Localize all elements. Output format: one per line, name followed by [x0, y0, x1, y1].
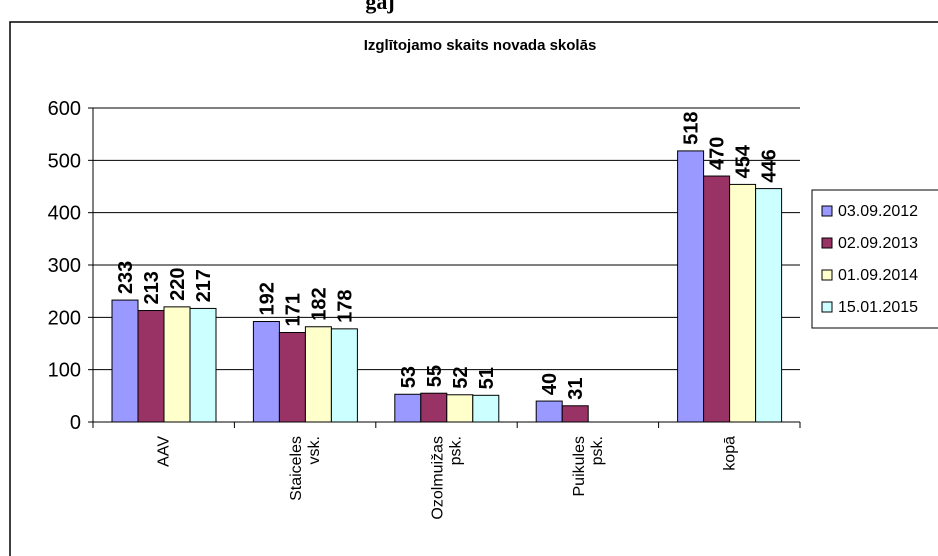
data-label: 55: [424, 365, 446, 387]
category-label: psk.: [448, 436, 465, 465]
legend-entry: 15.01.2015: [838, 299, 918, 316]
legend-entry: 02.09.2013: [838, 235, 918, 252]
category-label: Ozolmuižas: [430, 436, 447, 520]
y-tick-label: 0: [70, 412, 81, 434]
legend-swatch: [821, 205, 833, 217]
bar: [729, 183, 757, 423]
legend-entry: 03.09.2012: [838, 203, 918, 220]
legend-swatch: [821, 301, 833, 313]
bar: [394, 393, 422, 423]
data-label: 178: [334, 289, 356, 322]
bar: [189, 307, 217, 423]
bar: [304, 326, 332, 423]
legend-swatch: [821, 269, 833, 281]
bar: [446, 394, 474, 423]
bar: [472, 394, 500, 423]
category-label: Staiceles: [288, 436, 305, 501]
data-label: 446: [759, 149, 781, 182]
y-tick-label: 500: [48, 150, 81, 172]
data-label: 217: [193, 269, 215, 302]
bar: [677, 150, 705, 423]
category-label: kopā: [721, 436, 738, 471]
data-label: 182: [308, 287, 330, 320]
data-label: 53: [398, 366, 420, 388]
bar: [561, 405, 589, 423]
bar: [330, 328, 358, 423]
data-label: 470: [707, 137, 729, 170]
bar: [420, 392, 448, 423]
data-label: 40: [539, 373, 561, 395]
data-label: 220: [167, 267, 189, 300]
bar: [111, 299, 139, 423]
y-tick-label: 200: [48, 307, 81, 329]
y-tick-label: 400: [48, 203, 81, 225]
chart-border: [9, 21, 938, 556]
bar: [703, 175, 731, 423]
data-label: 518: [681, 112, 703, 145]
legend-swatch: [821, 237, 833, 249]
category-label: Puikules: [571, 436, 588, 496]
y-tick-label: 600: [48, 98, 81, 120]
category-label: psk.: [589, 436, 606, 465]
data-label: 192: [256, 282, 278, 315]
y-tick-label: 100: [48, 360, 81, 382]
data-label: 52: [450, 367, 472, 389]
bar: [137, 310, 165, 423]
category-label: vsk.: [306, 436, 323, 464]
data-label: 171: [282, 293, 304, 326]
bar: [163, 306, 191, 423]
bar: [755, 188, 783, 423]
chart-title: Izglītojamo skaits novada skolās: [364, 37, 597, 54]
header-text: gaj: [365, 0, 394, 14]
bar: [535, 400, 563, 423]
legend-entry: 01.09.2014: [838, 267, 918, 284]
data-label: 454: [733, 144, 755, 178]
data-label: 213: [141, 271, 163, 304]
data-label: 31: [565, 378, 587, 400]
bar: [278, 332, 306, 423]
legend-box: [811, 189, 938, 329]
y-tick-label: 300: [48, 255, 81, 277]
data-label: 233: [115, 261, 137, 294]
category-label: AAV: [156, 436, 173, 467]
data-label: 51: [476, 367, 498, 389]
bar: [252, 321, 280, 423]
